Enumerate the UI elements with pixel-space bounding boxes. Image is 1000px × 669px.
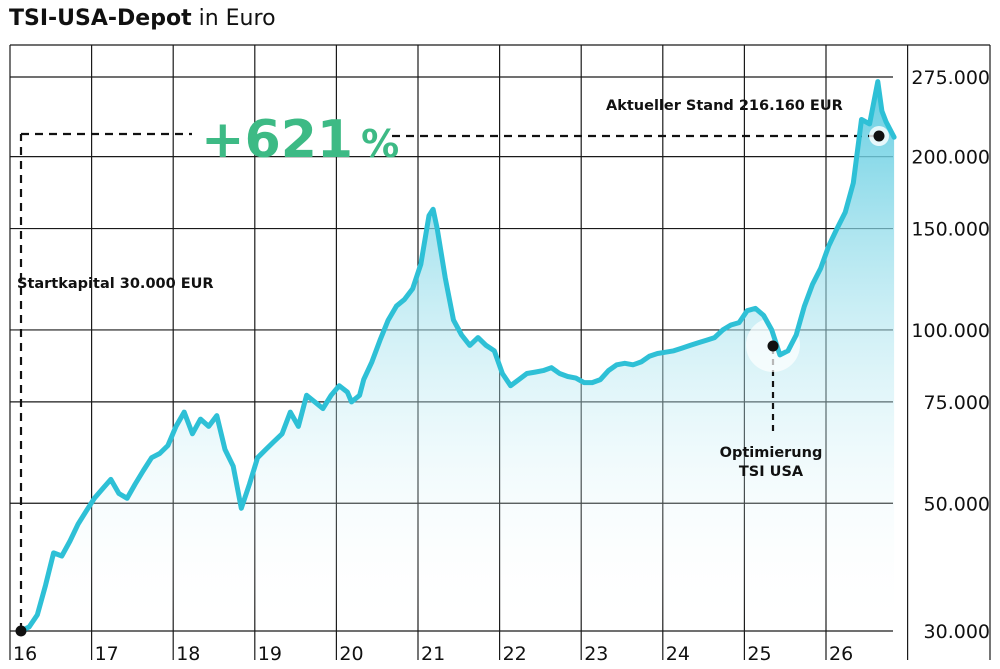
x-tick-label: 22 xyxy=(503,643,527,665)
x-tick-label: 19 xyxy=(258,643,282,665)
optimization-marker xyxy=(767,340,779,352)
area-fill xyxy=(21,81,895,632)
y-tick-label: 275.000 xyxy=(911,67,990,89)
current-annotation: Aktueller Stand 216.160 EUR xyxy=(606,98,843,114)
y-tick-label: 50.000 xyxy=(924,493,990,515)
y-tick-label: 75.000 xyxy=(924,392,990,414)
chart-title-light: in Euro xyxy=(199,6,276,31)
performance-label: +621% xyxy=(201,110,399,170)
y-tick-label: 200.000 xyxy=(911,147,990,169)
x-axis: 16 17 18 19 20 21 22 23 24 25 26 xyxy=(13,643,853,665)
x-tick-label: 23 xyxy=(584,643,608,665)
x-tick-label: 18 xyxy=(176,643,200,665)
optimization-annotation-line1: Optimierung xyxy=(720,445,823,461)
performance-number: +621 xyxy=(201,110,353,170)
x-tick-label: 25 xyxy=(747,643,771,665)
x-tick-label: 24 xyxy=(666,643,690,665)
y-tick-label: 100.000 xyxy=(911,320,990,342)
y-axis: 30.000 50.000 75.000 100.000 150.000 200.000 2… xyxy=(911,67,990,643)
x-tick-label: 21 xyxy=(421,643,445,665)
x-tick-label: 20 xyxy=(339,643,363,665)
chart-title: TSI-USA-Depot in Euro xyxy=(9,6,276,31)
chart-title-bold: TSI-USA-Depot xyxy=(9,6,192,31)
x-tick-label: 26 xyxy=(829,643,853,665)
start-marker xyxy=(15,625,27,637)
x-tick-label: 17 xyxy=(95,643,119,665)
start-annotation: Startkapital 30.000 EUR xyxy=(17,276,214,292)
optimization-annotation-line2: TSI USA xyxy=(739,464,804,480)
current-marker xyxy=(873,130,885,142)
y-tick-label: 30.000 xyxy=(924,621,990,643)
x-tick-label: 16 xyxy=(13,643,37,665)
series-line xyxy=(18,79,897,634)
performance-unit: % xyxy=(361,122,399,166)
y-tick-label: 150.000 xyxy=(911,219,990,241)
